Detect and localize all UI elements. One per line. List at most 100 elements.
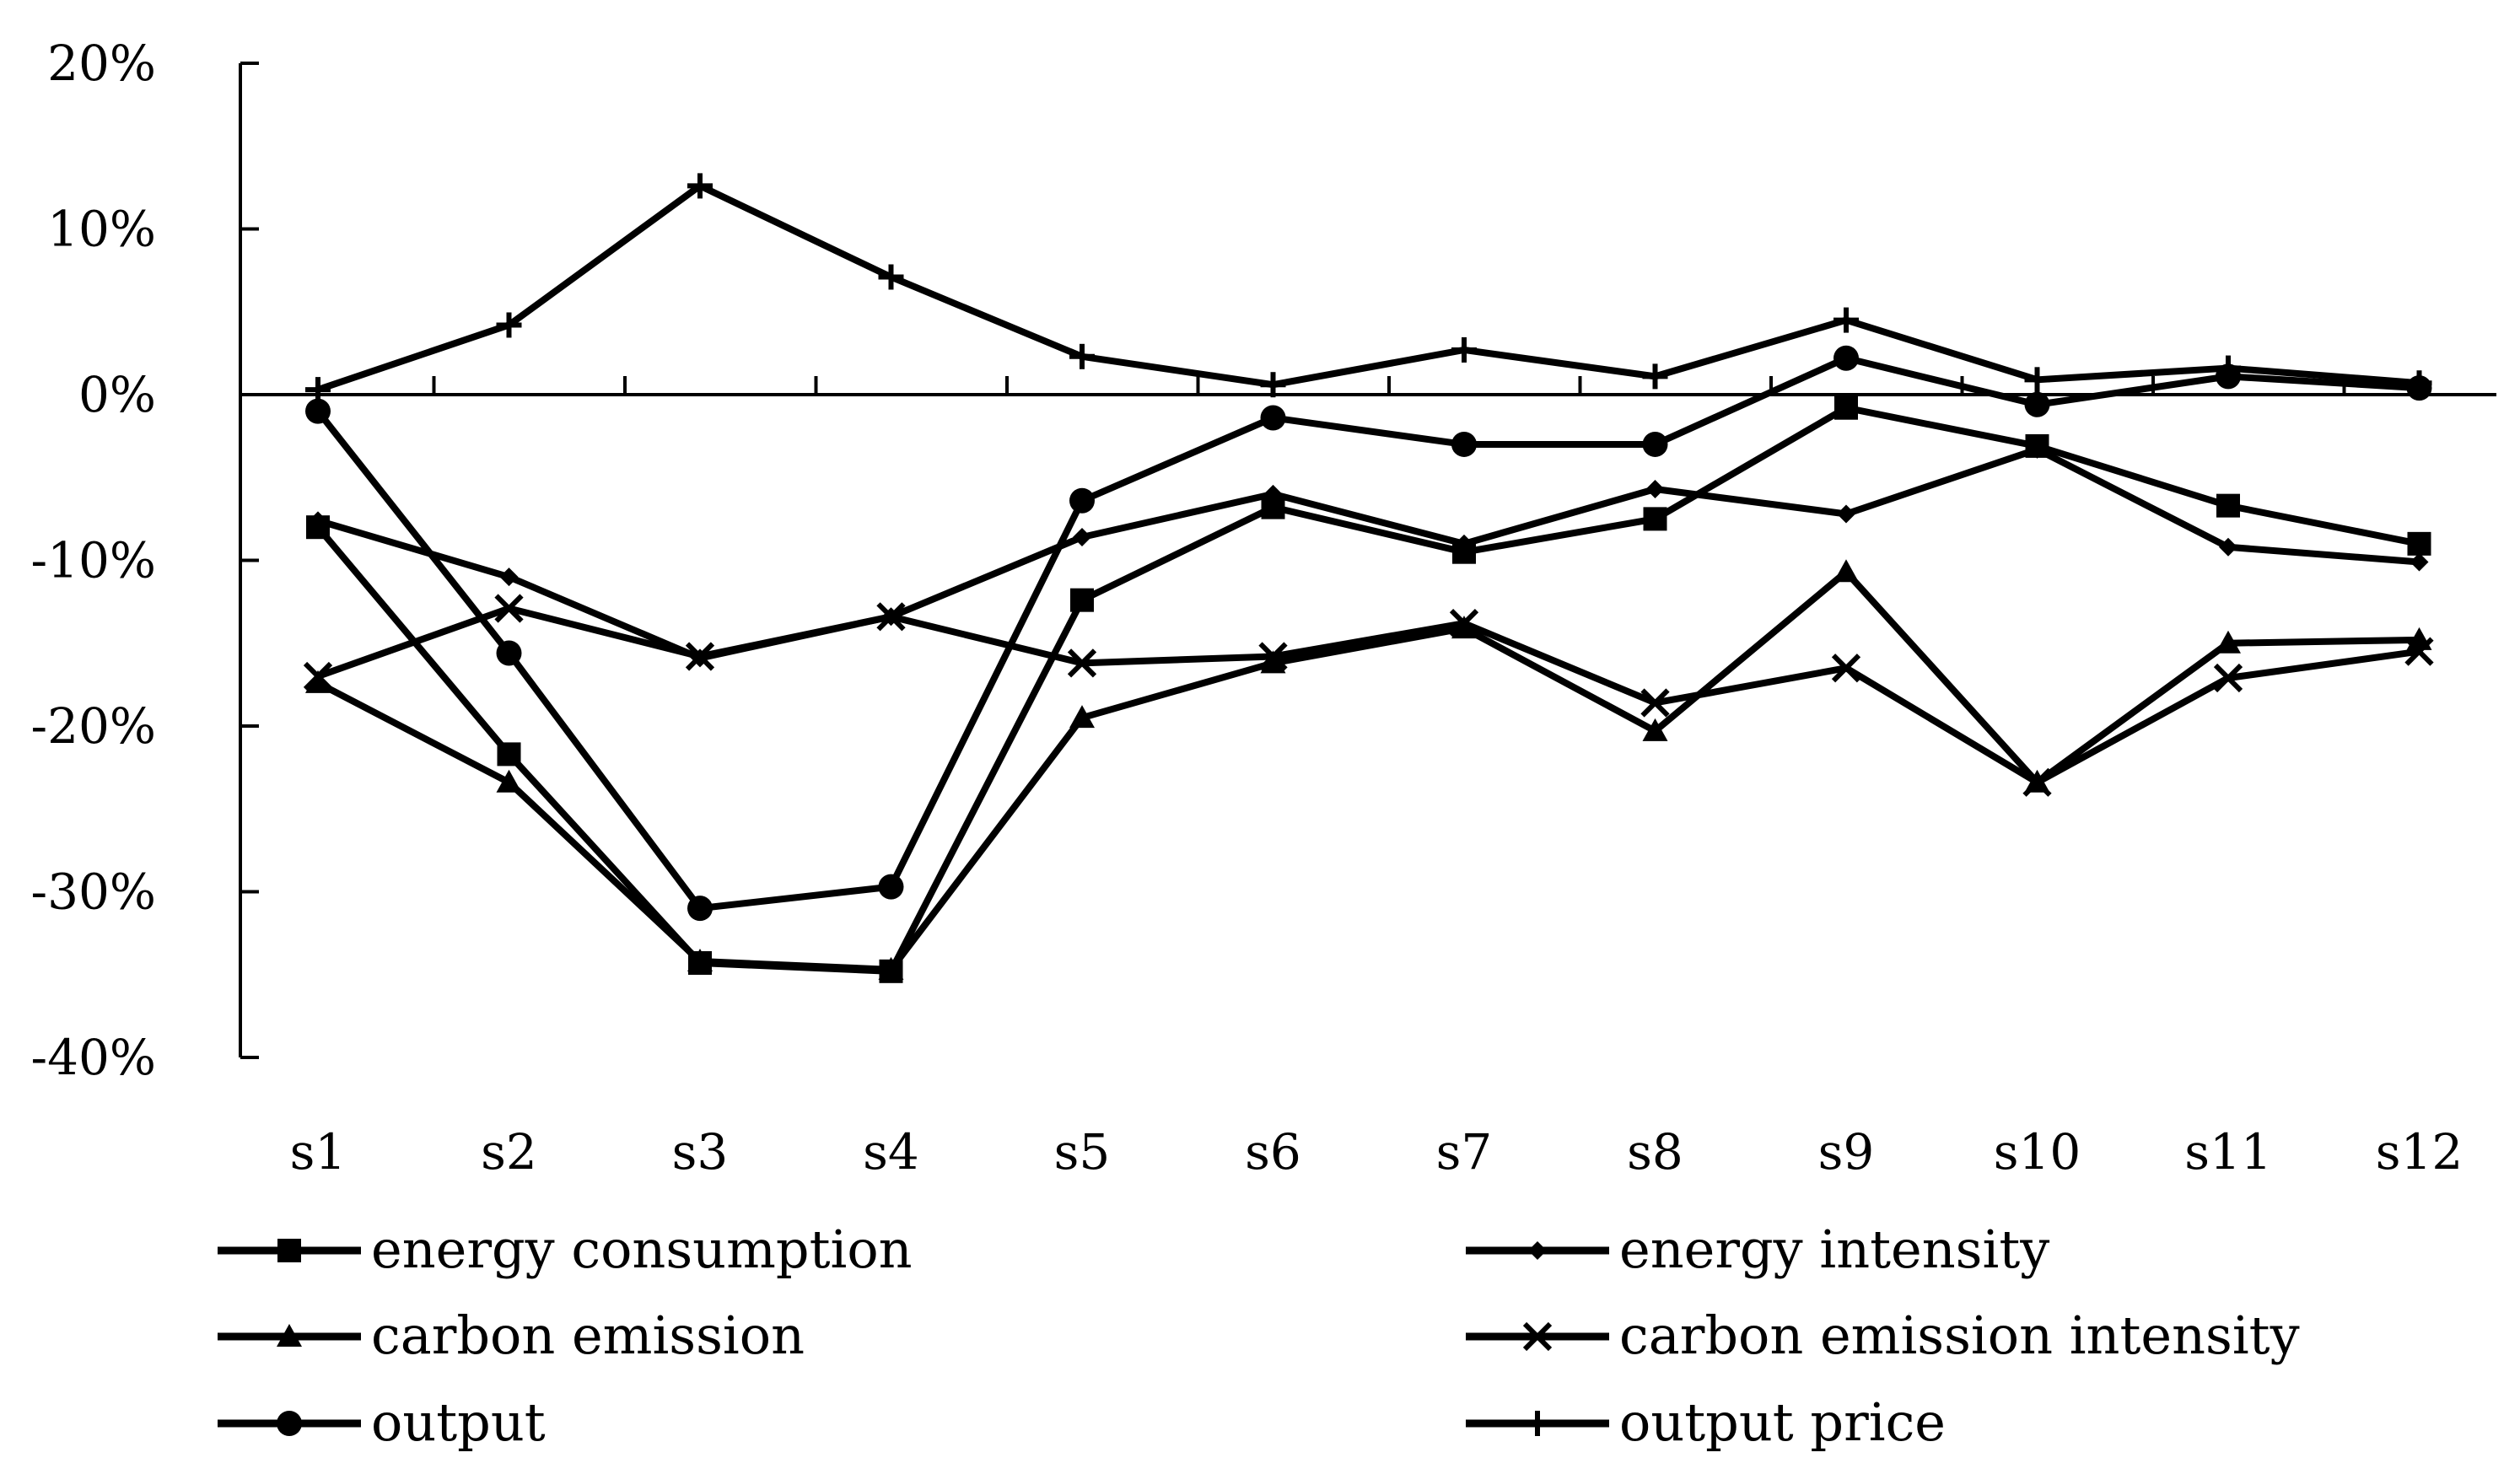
x-marker-stroke xyxy=(1258,642,1288,671)
data-point-output-price xyxy=(1451,336,1477,363)
data-point-energy-intensity xyxy=(1455,534,1473,553)
x-marker-stroke xyxy=(2404,637,2434,666)
series-line-output xyxy=(315,354,2420,912)
series-line-output-price xyxy=(316,182,2420,393)
legend-label: output price xyxy=(1619,1391,1946,1453)
legend-label: energy consumption xyxy=(371,1218,913,1280)
legend-marker xyxy=(1522,1321,1553,1352)
data-point-output xyxy=(1833,345,1859,371)
x-tick-label: s10 xyxy=(1994,1123,2081,1181)
data-point-output xyxy=(878,874,904,900)
series-lines xyxy=(303,173,2434,983)
data-point-energy-intensity xyxy=(1837,504,1855,524)
y-tick-label: 20% xyxy=(47,35,156,92)
y-axis: 20% 10% 0% -10% -20% -30% -40% xyxy=(30,35,259,1086)
data-point-energy-consumption xyxy=(1070,588,1094,612)
x-tick-label: s8 xyxy=(1627,1123,1683,1181)
data-point-carbon-emission-intensity xyxy=(2404,637,2434,666)
legend-label: carbon emission xyxy=(371,1305,805,1366)
legend-item-carbon-emission-intensity: carbon emission intensity xyxy=(1466,1305,2300,1366)
legend-marker xyxy=(1528,1241,1547,1260)
x-tick-label: s7 xyxy=(1436,1123,1493,1181)
data-point-carbon-emission xyxy=(687,949,713,972)
data-point-carbon-emission xyxy=(1260,650,1286,674)
x-tick-label: s3 xyxy=(672,1123,729,1181)
legend-label: carbon emission intensity xyxy=(1619,1305,2300,1366)
x-marker-stroke xyxy=(1831,654,1861,683)
data-point-energy-consumption xyxy=(497,742,521,767)
series-output xyxy=(305,345,2432,922)
series-line-energy-consumption xyxy=(315,404,2420,975)
legend-marker xyxy=(277,1239,301,1262)
data-point-energy-intensity xyxy=(2410,552,2429,572)
data-point-carbon-emission xyxy=(878,956,904,980)
legend: energy consumption energy intensity carbon… xyxy=(218,1218,2300,1453)
data-point-carbon-emission-intensity xyxy=(876,602,906,632)
data-point-carbon-emission xyxy=(1069,705,1095,729)
data-point-carbon-emission-intensity xyxy=(1449,609,1479,638)
series-carbon-emission-intensity xyxy=(303,594,2434,797)
x-axis: s1 s2 s3 s4 s5 s6 s7 s8 s9 s10 s11 s12 xyxy=(239,376,2496,1181)
legend-item-energy-intensity: energy intensity xyxy=(1466,1218,2049,1280)
x-marker-stroke xyxy=(303,661,333,691)
series-energy-intensity xyxy=(309,439,2429,668)
data-point-energy-intensity xyxy=(1073,527,1091,546)
data-point-carbon-emission-intensity xyxy=(1831,654,1861,683)
data-point-output-price xyxy=(687,173,713,199)
y-tick-label: -20% xyxy=(30,697,156,755)
data-point-energy-intensity xyxy=(1263,484,1283,503)
x-marker-stroke xyxy=(2213,663,2243,693)
series-line-carbon-emission xyxy=(316,568,2420,973)
data-point-energy-consumption xyxy=(2407,531,2431,556)
data-point-output-price xyxy=(1833,307,1859,333)
x-tick-label: s1 xyxy=(290,1123,347,1181)
legend-marker xyxy=(1525,1411,1550,1436)
data-point-output xyxy=(305,398,331,424)
x-marker-stroke xyxy=(494,594,524,623)
series-output-price xyxy=(305,173,2432,403)
legend-label: output xyxy=(371,1391,546,1453)
legend-item-carbon-emission: carbon emission xyxy=(218,1305,805,1366)
data-point-energy-intensity xyxy=(2027,439,2047,459)
data-point-carbon-emission xyxy=(1833,559,1859,583)
data-point-energy-intensity xyxy=(1645,480,1665,499)
data-point-output-price xyxy=(305,377,331,403)
data-point-carbon-emission-intensity xyxy=(494,594,524,623)
x-tick-label: s11 xyxy=(2184,1123,2272,1181)
series-line-carbon-emission-intensity xyxy=(316,605,2420,786)
data-point-energy-consumption xyxy=(1834,395,1858,420)
x-tick-label: s9 xyxy=(1818,1123,1875,1181)
x-marker-stroke xyxy=(685,642,715,671)
legend-item-energy-consumption: energy consumption xyxy=(218,1218,913,1280)
x-marker-stroke xyxy=(2022,767,2052,797)
y-tick-label: -30% xyxy=(30,863,156,921)
y-tick-label: 0% xyxy=(78,366,156,423)
data-point-energy-consumption xyxy=(2216,493,2240,518)
data-point-output-price xyxy=(1642,363,1668,390)
x-tick-label: s2 xyxy=(481,1123,537,1181)
data-point-carbon-emission-intensity xyxy=(1258,642,1288,671)
data-point-output xyxy=(1451,431,1477,457)
data-point-carbon-emission-intensity xyxy=(303,661,333,691)
data-point-carbon-emission xyxy=(2216,630,2241,654)
data-point-output xyxy=(1260,405,1286,431)
data-point-output-price xyxy=(2024,367,2050,393)
data-point-output-price xyxy=(1260,372,1286,398)
x-tick-label: s6 xyxy=(1245,1123,1301,1181)
x-marker-stroke xyxy=(1067,648,1097,678)
legend-label: energy intensity xyxy=(1619,1218,2049,1280)
x-tick-label: s12 xyxy=(2376,1123,2463,1181)
data-point-output xyxy=(1642,431,1668,457)
data-point-output-price xyxy=(2216,355,2241,381)
y-tick-label: -10% xyxy=(30,532,156,589)
x-marker-stroke xyxy=(1640,688,1670,718)
x-marker-stroke xyxy=(1522,1321,1553,1352)
data-point-output xyxy=(496,640,522,666)
data-point-carbon-emission-intensity xyxy=(1640,688,1670,718)
data-point-energy-intensity xyxy=(499,568,519,587)
legend-item-output: output xyxy=(218,1391,546,1453)
data-point-output xyxy=(2024,391,2050,417)
data-point-carbon-emission-intensity xyxy=(2213,663,2243,693)
data-point-output-price xyxy=(878,264,904,290)
